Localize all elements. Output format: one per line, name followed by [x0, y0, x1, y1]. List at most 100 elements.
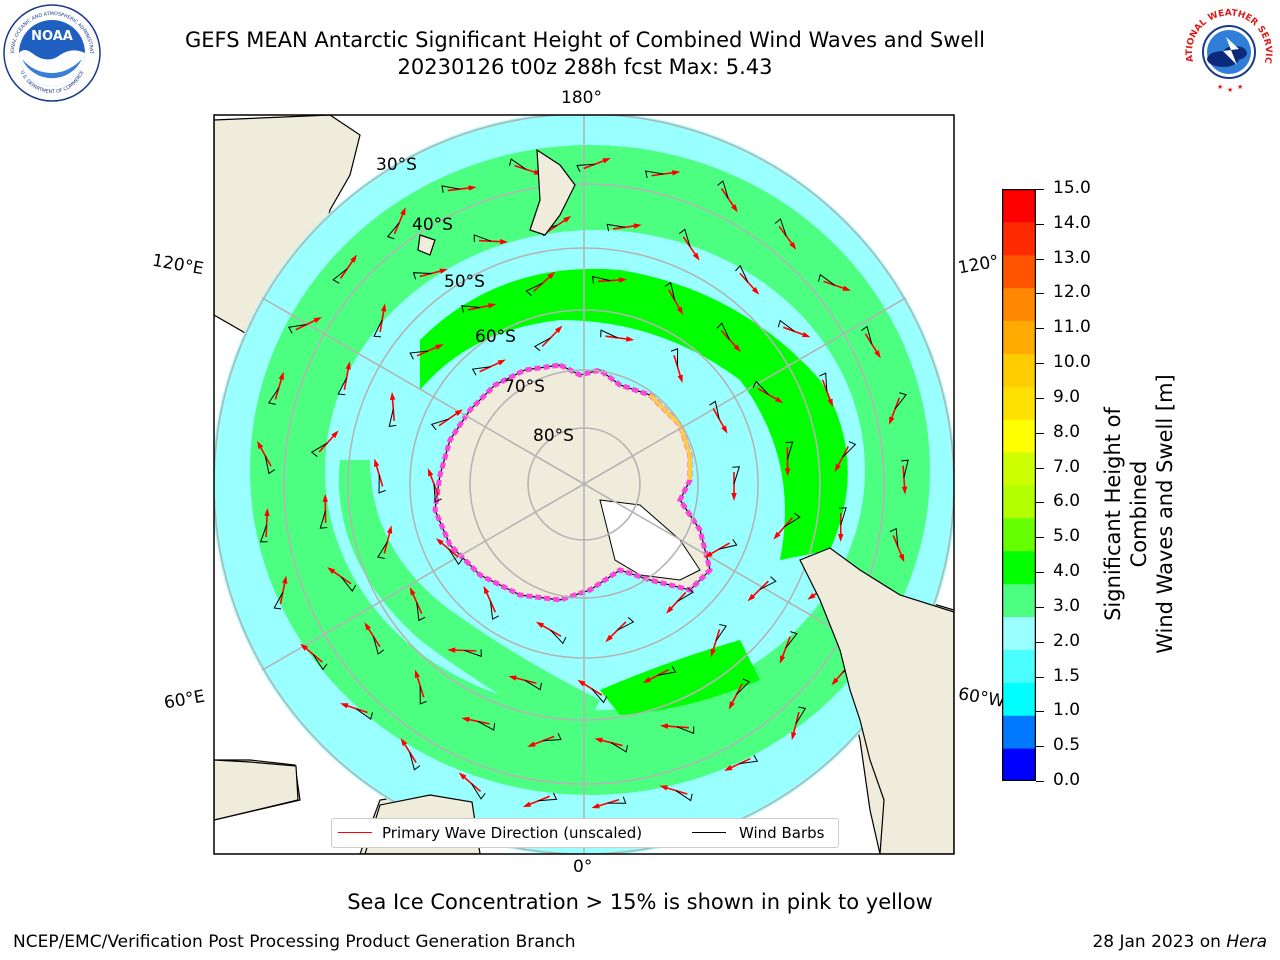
wave-arrow-head — [842, 285, 851, 291]
wave-arrow-head — [414, 669, 421, 679]
wave-arrow-head — [374, 458, 380, 467]
colorbar-tick-mark — [1036, 467, 1044, 469]
wind-barb — [412, 272, 432, 280]
colorbar-tick-label: 4.0 — [1053, 561, 1081, 582]
wind-barb — [715, 623, 727, 642]
wind-barb — [471, 366, 491, 376]
wave-arrow-head — [724, 765, 733, 771]
wind-barb — [543, 732, 562, 742]
colorbar-tick-label: 0.0 — [1053, 770, 1081, 790]
wind-barb — [739, 754, 759, 765]
colorbar-tick-label: 15.0 — [1053, 178, 1091, 198]
colorbar-tick-label: 14.0 — [1053, 212, 1091, 233]
wave-arrow — [651, 171, 676, 177]
wave-arrow-head — [322, 493, 328, 502]
colorbar-segment — [1002, 748, 1036, 781]
wave-arrow — [711, 629, 721, 653]
wave-arrow — [581, 681, 603, 696]
wind-barb — [664, 281, 676, 301]
wave-arrow-head — [458, 772, 467, 780]
footer-date-text: 28 Jan 2023 on — [1092, 932, 1221, 952]
wave-arrow-head — [898, 553, 905, 563]
colorbar-tick-mark — [1036, 363, 1044, 365]
colorbar-segment — [1002, 221, 1036, 256]
wave-arrow-head — [666, 606, 674, 614]
wave-arrow — [782, 326, 807, 337]
wind-barb — [777, 319, 795, 332]
colorbar-tick-label: 13.0 — [1053, 247, 1091, 268]
band-3-4m-northwest — [339, 460, 600, 740]
wind-barb — [842, 441, 857, 458]
colorbar-tick-mark — [1036, 746, 1044, 748]
wave-arrow-head — [676, 306, 684, 315]
colorbar-segment — [1002, 517, 1036, 552]
wave-arrow-head — [487, 303, 497, 309]
wind-barb — [312, 654, 328, 671]
wave-arrow — [668, 591, 687, 611]
colorbar-tick-mark — [1036, 258, 1044, 260]
colorbar-tick-label: 7.0 — [1053, 456, 1081, 477]
wave-arrow-head — [807, 592, 816, 600]
wave-arrow — [605, 335, 630, 341]
wave-arrow-head — [791, 731, 797, 741]
colorbar-tick-mark — [1036, 676, 1044, 678]
lat-label-50s: 50°S — [444, 272, 485, 292]
colorbar-title: Significant Height of Combined Wind Wave… — [1100, 364, 1178, 664]
colorbar-segment — [1002, 287, 1036, 322]
colorbar-tick-mark — [1036, 537, 1044, 539]
legend-wave-label: Primary Wave Direction (unscaled) — [382, 824, 643, 842]
wave-arrow-head — [527, 741, 536, 747]
wind-barb — [717, 180, 729, 199]
wind-barb — [373, 636, 385, 655]
colorbar-tick-label: 6.0 — [1053, 491, 1081, 512]
wave-arrow-head — [834, 463, 841, 473]
wave-arrow-head — [642, 676, 652, 684]
colorbar-segment — [1002, 649, 1036, 683]
wind-barb — [606, 223, 626, 232]
wave-arrow-head — [602, 158, 611, 164]
wave-arrow-head — [350, 254, 357, 263]
wave-arrow-head — [439, 268, 448, 274]
wave-arrow-head — [364, 622, 371, 631]
wind-barb — [677, 587, 694, 602]
wind-barb — [550, 629, 567, 645]
colorbar-segment — [1002, 682, 1036, 716]
wind-barb — [464, 649, 482, 658]
wave-arrow-head — [659, 723, 669, 729]
wind-barb — [894, 392, 907, 410]
wind-barb — [268, 387, 280, 405]
colorbar-tick-mark — [1036, 572, 1044, 574]
wave-arrow-head — [633, 223, 642, 229]
wind-barb — [785, 631, 798, 649]
graticule — [214, 115, 954, 854]
map-frame — [213, 114, 955, 855]
colorbar-tick-mark — [1036, 328, 1044, 330]
colorbar-tick-label: 8.0 — [1053, 421, 1081, 442]
wave-arrow-head — [468, 185, 477, 191]
wave-arrow-head — [710, 648, 716, 658]
wind-barb — [735, 264, 749, 283]
colorbar — [1002, 189, 1036, 781]
wind-barb — [901, 459, 909, 478]
wind-barb — [818, 273, 836, 286]
wave-arrow — [419, 269, 444, 278]
wind-barb — [441, 185, 460, 193]
wave-arrow — [778, 225, 794, 247]
wave-arrow-head — [563, 216, 572, 223]
wind-barb — [716, 322, 730, 340]
wave-arrow-head — [400, 738, 408, 747]
colorbar-tick-mark — [1036, 711, 1044, 713]
wind-barb — [388, 408, 397, 427]
wave-arrow — [438, 411, 460, 427]
wave-arrow-head — [605, 634, 613, 643]
colorbar-segment — [1002, 386, 1036, 420]
wave-arrow-head — [731, 493, 737, 501]
wave-arrow-head — [731, 204, 738, 213]
wave-arrow — [836, 446, 849, 469]
legend: Primary Wave Direction (unscaled) Wind B… — [331, 818, 839, 848]
wave-arrow-head — [704, 551, 713, 558]
legend-barb-label: Wind Barbs — [739, 824, 825, 842]
nws-logo: NATIONAL WEATHER SERVICE ★ ★ ★ — [1178, 3, 1275, 97]
wave-arrow-head — [747, 593, 756, 602]
colorbar-segment — [1002, 254, 1036, 289]
